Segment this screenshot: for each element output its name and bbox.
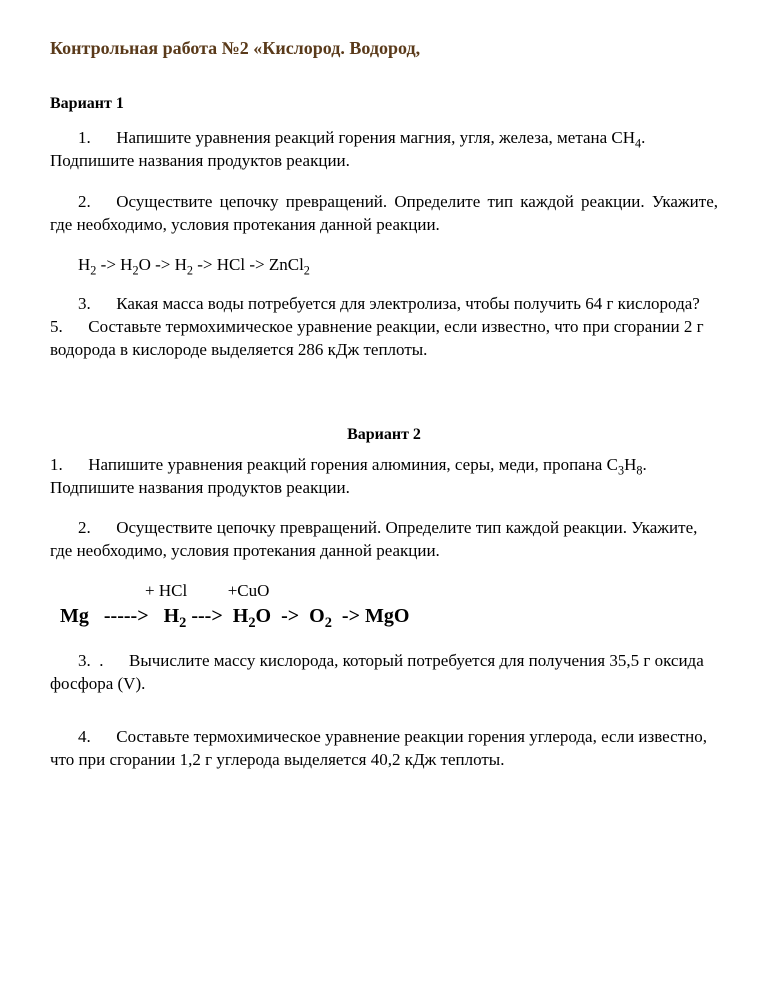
chain-arrow-2: -> [151, 255, 175, 274]
chain-dash3: ---> [186, 605, 227, 627]
chain-zncl-2: 2 [304, 263, 310, 277]
reagent-hcl: + HCl [145, 581, 187, 600]
variant1-q2: 2. Осуществите цепочку превращений. Опре… [50, 191, 718, 237]
chain-mg: Mg [60, 605, 89, 627]
variant2-q2: 2. Осуществите цепочку превращений. Опре… [50, 517, 718, 563]
chain-h2o-2: 2 [248, 615, 255, 631]
chain-zncl: ZnCl [269, 255, 304, 274]
chain-arrow-b: -> [337, 605, 365, 627]
chain-arrow-4: -> [245, 255, 269, 274]
variant2-q3: 3. . Вычислите массу кислорода, который … [50, 650, 718, 696]
chain-mgo: MgO [365, 605, 409, 627]
variant1-heading: Вариант 1 [50, 95, 718, 113]
variant1-q1: 1. Напишите уравнения реакций горения ма… [50, 127, 718, 173]
reagent-cuo: +CuO [228, 581, 270, 600]
chain-h2o-h: H [233, 605, 249, 627]
chain-o2-2: 2 [325, 615, 332, 631]
chain-h2o-o: O [139, 255, 151, 274]
chain-arrow-a: -> [276, 605, 304, 627]
v2-q1-prefix: 1. Напишите уравнения реакций горения ал… [50, 455, 618, 474]
chain-arrow-1: -> [96, 255, 120, 274]
variant2-heading: Вариант 2 [50, 426, 718, 444]
variant2-chain: Mg -----> H2 ---> H2O -> O2 -> MgO [60, 605, 718, 628]
chain-hcl: HCl [217, 255, 245, 274]
variant2-reagents: + HCl +CuO [145, 581, 718, 601]
variant2-q4: 4. Составьте термохимическое уравнение р… [50, 726, 718, 772]
chain-h2-h: H [78, 255, 90, 274]
chain-h2o-o: O [256, 605, 272, 627]
document-title: Контрольная работа №2 «Кислород. Водород… [50, 38, 718, 59]
variant1-chain: H2 -> H2O -> H2 -> HCl -> ZnCl2 [78, 255, 718, 275]
v2-q1-mid: H [624, 455, 636, 474]
chain-dash5: -----> [99, 605, 154, 627]
chain-o2-o: O [309, 605, 325, 627]
variant1-q5: 5. Составьте термохимическое уравнение р… [50, 316, 718, 362]
chain-arrow-3: -> [193, 255, 217, 274]
variant2-q1: 1. Напишите уравнения реакций горения ал… [50, 454, 718, 500]
q1-text-prefix: 1. Напишите уравнения реакций горения ма… [78, 128, 635, 147]
chain-h2o-h: H [120, 255, 132, 274]
chain-h2-h: H [164, 605, 180, 627]
variant1-q3: 3. Какая масса воды потребуется для элек… [50, 293, 718, 316]
chain-h2b-h: H [175, 255, 187, 274]
